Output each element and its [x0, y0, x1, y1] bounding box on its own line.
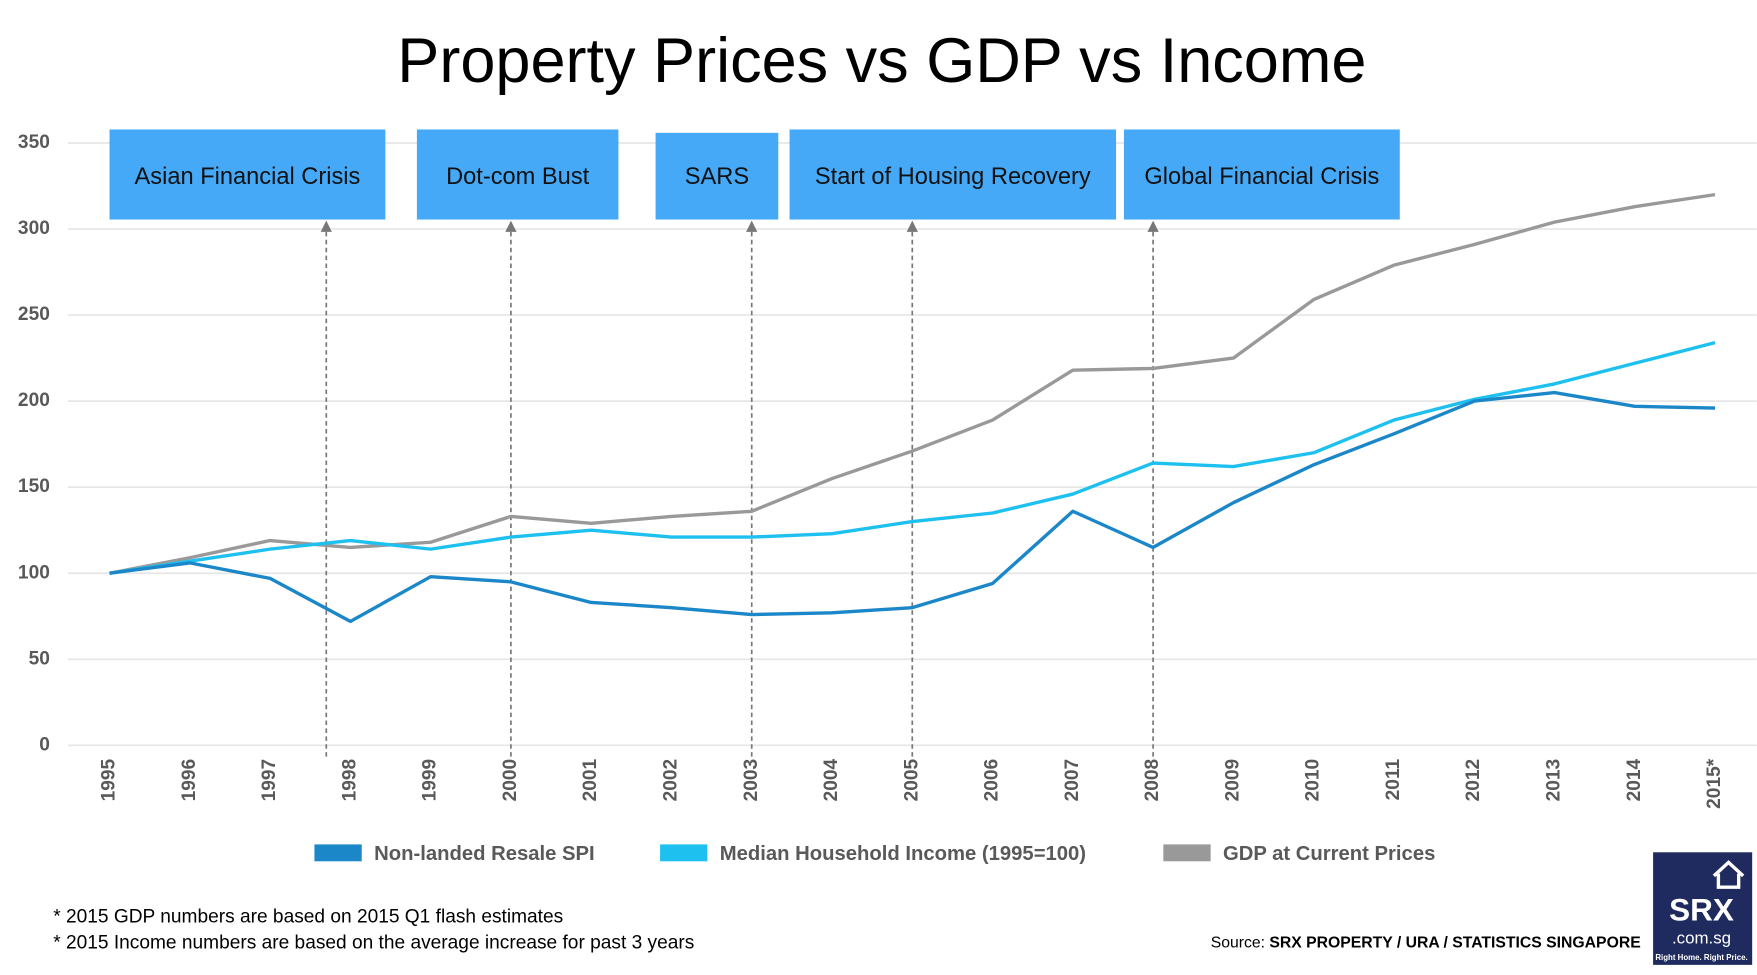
x-tick-label: 1996	[179, 759, 200, 802]
annotation-label: Global Financial Crisis	[1144, 164, 1379, 190]
annotation-label: SARS	[685, 164, 749, 190]
series-line	[109, 192, 1716, 575]
series-line	[109, 390, 1716, 624]
arrow-head	[906, 220, 918, 232]
arrow-head	[320, 220, 332, 232]
x-tick-label: 2008	[1142, 758, 1163, 801]
annotation-box	[1123, 129, 1400, 220]
arrow-head	[505, 220, 517, 232]
source-prefix: Source:	[1211, 935, 1270, 952]
logo-icon	[1712, 860, 1745, 889]
note: * 2015 GDP numbers are based on 2015 Q1 …	[53, 907, 563, 928]
annotation-label: Asian Financial Crisis	[135, 164, 361, 190]
x-tick-label: 2002	[661, 759, 682, 802]
y-tick-label: 250	[18, 304, 50, 325]
logo-domain: .com.sg	[1672, 928, 1731, 947]
arrow-head	[746, 220, 758, 232]
x-tick-label: 1995	[99, 758, 120, 801]
x-tick-label: 1997	[259, 759, 280, 802]
arrow-head	[1147, 220, 1159, 232]
legend-swatch	[314, 844, 362, 862]
note: * 2015 Income numbers are based on the a…	[53, 933, 694, 954]
x-tick-label: 2012	[1463, 759, 1484, 802]
annotation-box	[789, 129, 1117, 220]
x-tick-label: 2011	[1383, 758, 1404, 800]
x-tick-label: 1998	[339, 758, 360, 801]
legend-label: Median Household Income (1995=100)	[720, 843, 1086, 865]
y-tick-label: 50	[29, 648, 50, 669]
legend-label: GDP at Current Prices	[1223, 843, 1435, 865]
x-tick-label: 2000	[500, 759, 521, 802]
y-tick-label: 200	[18, 390, 50, 411]
x-tick-label: 2004	[821, 758, 842, 801]
annotation-label: Start of Housing Recovery	[815, 164, 1091, 190]
x-tick-label: 2013	[1544, 759, 1565, 802]
x-tick-label: 2015*	[1704, 758, 1725, 809]
x-tick-label: 2009	[1222, 759, 1243, 802]
y-tick-label: 0	[39, 734, 50, 755]
source: Source: SRX PROPERTY / URA / STATISTICS …	[1211, 935, 1641, 952]
x-tick-label: 2014	[1624, 758, 1645, 801]
chart-title: Property Prices vs GDP vs Income	[397, 26, 1366, 96]
annotation-box	[109, 129, 386, 220]
series-line	[109, 340, 1716, 575]
x-tick-label: 2003	[741, 759, 762, 802]
x-tick-label: 1999	[420, 759, 441, 802]
x-tick-label: 2010	[1303, 759, 1324, 802]
source-name: SRX PROPERTY / URA / STATISTICS SINGAPOR…	[1269, 935, 1640, 952]
x-tick-label: 2006	[982, 759, 1003, 802]
logo-tagline: Right Home. Right Price.	[1655, 953, 1747, 962]
x-tick-label: 2007	[1062, 759, 1083, 802]
y-tick-label: 150	[18, 476, 50, 497]
x-tick-label: 2001	[580, 758, 601, 801]
legend-swatch	[660, 844, 708, 862]
annotation-box	[655, 132, 779, 220]
y-tick-label: 350	[18, 132, 50, 153]
legend-swatch	[1163, 844, 1211, 862]
y-tick-label: 100	[18, 562, 50, 583]
legend-label: Non-landed Resale SPI	[374, 843, 595, 865]
x-tick-label: 2005	[901, 758, 922, 801]
annotation-box	[416, 129, 619, 220]
y-tick-label: 300	[18, 218, 50, 239]
logo-name: SRX	[1669, 891, 1734, 927]
annotation-label: Dot-com Bust	[446, 164, 590, 190]
